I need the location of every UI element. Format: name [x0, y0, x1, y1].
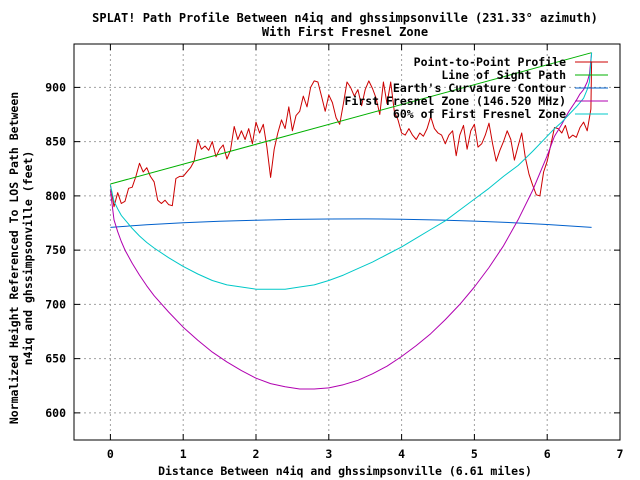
y-tick-label: 600: [45, 406, 66, 420]
series-line-of-sight-path: [110, 52, 592, 185]
x-tick-label: 1: [180, 447, 187, 461]
y-tick-label: 750: [45, 243, 66, 257]
x-tick-label: 5: [471, 447, 478, 461]
y-tick-label: 900: [45, 80, 66, 94]
series-earth-s-curvature-contour: [110, 218, 592, 228]
legend-label: Point-to-Point Profile: [414, 55, 566, 69]
y-tick-label: 650: [45, 352, 66, 366]
series-point-to-point-profile: [109, 61, 593, 208]
chart-subtitle: With First Fresnel Zone: [262, 25, 428, 39]
x-tick-label: 2: [253, 447, 260, 461]
y-axis-label-line1: Normalized Height Referenced To LOS Path…: [7, 92, 21, 424]
x-tick-label: 7: [617, 447, 624, 461]
axis-ticks: 0 1 2 3 4 5 6 7 600 650 700 750 800 850 900: [45, 44, 624, 461]
legend-label: 60% of First Fresnel Zone: [393, 107, 566, 121]
x-tick-label: 0: [107, 447, 114, 461]
y-tick-label: 700: [45, 297, 66, 311]
series-lines: [109, 52, 593, 390]
x-tick-label: 6: [544, 447, 551, 461]
x-tick-label: 4: [398, 447, 405, 461]
series-first-fresnel-zone-146-520-mhz: [109, 52, 593, 390]
plot-frame: [73, 43, 621, 441]
legend-label: First Fresnel Zone (146.520 MHz): [344, 94, 566, 108]
y-axis-label-line2: n4iq and ghssimpsonville (feet): [21, 151, 35, 366]
chart-title: SPLAT! Path Profile Between n4iq and ghs…: [92, 11, 598, 25]
legend-label: Line of Sight Path: [441, 68, 566, 82]
x-tick-label: 3: [325, 447, 332, 461]
series-60-of-first-fresnel-zone: [109, 52, 593, 290]
y-tick-label: 800: [45, 189, 66, 203]
legend-label: Earth's Curvature Contour: [393, 81, 566, 95]
y-tick-label: 850: [45, 135, 66, 149]
x-axis-label: Distance Between n4iq and ghssimpsonvill…: [158, 464, 532, 478]
